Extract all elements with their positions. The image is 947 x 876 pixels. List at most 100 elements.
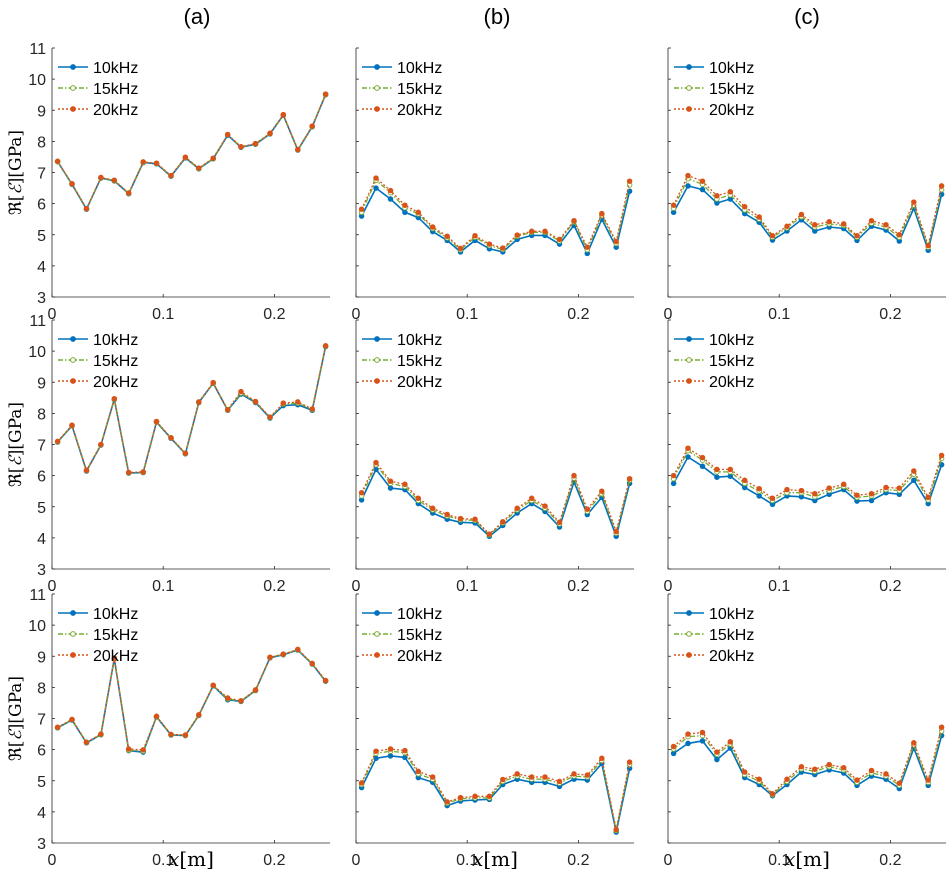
data-point-20kHz [54,438,61,445]
legend-marker-15kHz [374,357,380,363]
panel-r0c0: 3 4 5 6 7 8 9 10 11 0 0.1 0.2 ℜ[ℰ][GPa] 10kHz 15kHz 20k… [6,41,330,323]
data-point-20kHz [111,177,118,184]
data-point-20kHz [556,236,563,243]
data-point-20kHz [528,495,535,502]
series-line-10kHz [360,467,631,539]
data-point-20kHz [373,459,379,466]
data-point-20kHz [868,217,875,224]
legend-marker-15kHz [374,85,380,91]
data-point-20kHz [153,418,160,425]
x-label-unit: [m] [483,847,518,871]
series-line-15kHz [361,463,631,536]
data-point-20kHz [486,531,493,537]
series-line-20kHz [57,93,327,211]
data-point-20kHz [626,178,633,184]
data-point-20kHz [868,767,875,774]
legend-label-20kHz: 20kHz [93,648,138,665]
x-tick-label: 0.1 [456,578,478,595]
data-point-20kHz [685,172,691,179]
data-point-20kHz [69,422,75,428]
data-point-20kHz [714,749,720,755]
data-point-20kHz [125,746,132,752]
x-tick-label: 0.1 [768,306,790,323]
data-point-20kHz [252,140,259,147]
data-point-20kHz [840,764,847,771]
data-point-20kHz [670,202,677,208]
data-point-20kHz [925,242,931,249]
data-point-20kHz [373,175,379,181]
data-point-20kHz [182,154,189,160]
data-point-20kHz [925,777,931,783]
data-point-20kHz [854,492,860,498]
data-point-20kHz [769,791,776,797]
y-tick-label: 11 [29,587,46,604]
y-label-prefix: ℜ[ [6,741,26,761]
data-point-10kHz [387,753,394,759]
data-point-10kHz [387,196,394,202]
data-point-20kHz [140,469,146,475]
data-point-20kHz [911,740,917,746]
legend-label-10kHz: 10kHz [709,60,754,77]
data-point-20kHz [153,713,160,720]
y-tick-label: 8 [37,134,46,151]
legend-marker-10kHz [374,610,380,616]
x-axis-label: x[m] [784,847,830,871]
data-point-20kHz [514,771,520,777]
y-axis-label: ℜ[ℰ][GPa] [6,130,26,215]
data-point-20kHz [267,654,273,660]
legend-label-20kHz: 20kHz [709,374,754,391]
x-tick-label: 0.2 [263,852,285,869]
data-point-20kHz [168,172,174,179]
legend-label-20kHz: 20kHz [93,374,138,391]
data-point-20kHz [224,695,231,701]
data-point-20kHz [756,485,762,492]
data-point-20kHz [98,731,104,737]
data-point-10kHz [699,738,706,744]
data-point-20kHz [267,414,273,420]
series-line-20kHz [673,174,943,249]
legend-marker-15kHz [686,357,692,363]
data-point-20kHz [295,146,301,153]
y-tick-label: 3 [37,836,46,853]
y-tick-label: 9 [37,103,46,120]
legend-marker-20kHz [686,106,692,112]
x-tick-label: 0.1 [152,852,174,869]
legend-marker-20kHz [70,652,76,658]
y-tick-label: 4 [37,531,46,548]
data-point-20kHz [741,203,748,210]
panel-r2c1: 0 0.1 0.2 x[m] 10kHz 15kHz 20kHz [352,593,634,871]
series-line-20kHz [673,727,943,795]
data-point-20kHz [280,111,287,118]
data-point-20kHz [840,221,847,227]
y-tick-label: 5 [37,774,46,791]
y-label-symbol: ℰ [6,455,26,467]
data-point-20kHz [238,698,244,704]
data-point-20kHz [373,748,379,754]
data-point-20kHz [798,211,805,218]
legend-label-20kHz: 20kHz [709,648,754,665]
legend-label-10kHz: 10kHz [93,606,138,623]
y-tick-label: 5 [37,228,46,245]
data-point-20kHz [196,399,202,405]
data-point-20kHz [69,180,75,187]
data-point-20kHz [756,214,762,220]
panel-r1c1: 0 0.1 0.2 10kHz 15kHz 20kHz [352,319,634,595]
x-tick-label: 0.2 [263,306,285,323]
x-tick-label: 0.2 [879,306,901,323]
data-point-20kHz [457,245,464,252]
x-tick-label: 0 [48,852,57,869]
x-tick-label: 0 [352,578,361,595]
legend-label-20kHz: 20kHz [93,102,138,119]
data-point-20kHz [54,158,61,165]
data-point-20kHz [457,794,464,801]
data-point-20kHz [699,178,706,184]
x-label-var: x [472,847,483,871]
data-point-10kHz [699,186,706,193]
data-point-20kHz [556,519,563,526]
y-tick-label: 7 [37,166,46,183]
data-point-20kHz [472,232,478,239]
data-point-20kHz [613,826,619,833]
data-point-20kHz [798,487,805,494]
